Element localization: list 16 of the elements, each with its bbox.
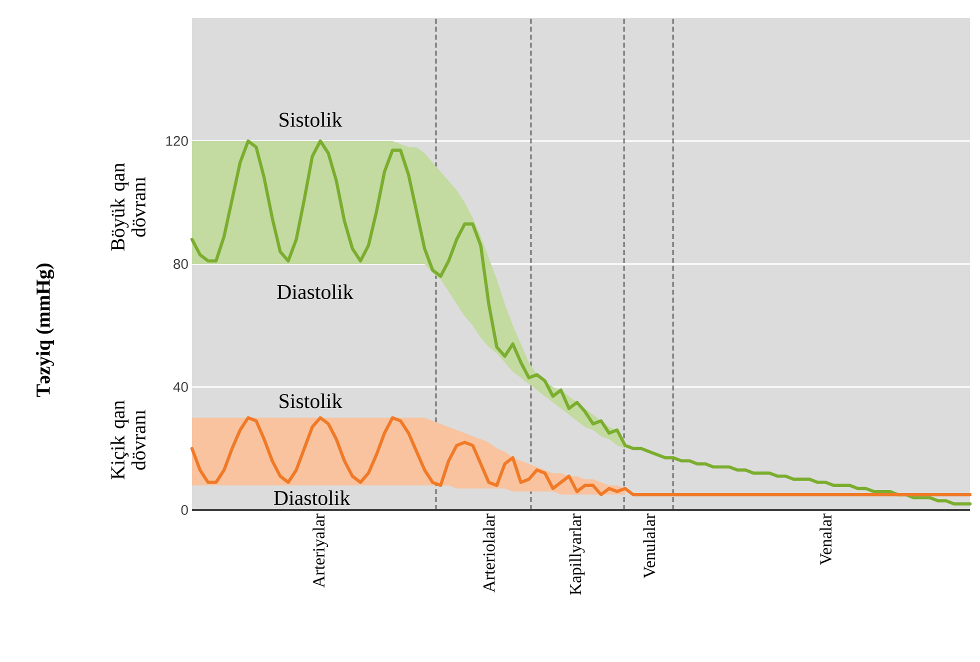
annotation: Diastolik — [274, 490, 350, 506]
x-tick-label: Venulalar — [643, 514, 656, 578]
text: Təzyiq (mmHg) — [36, 264, 54, 397]
x-tick-label: Kapillyarlar — [569, 514, 585, 595]
annotation: Sistolik — [280, 112, 342, 127]
text: Kiçik qan dövranı — [110, 400, 146, 480]
y-tick-label: 0 — [181, 505, 188, 515]
text: Böyük qan dövranı — [110, 163, 146, 251]
annotation: Diastolik — [277, 284, 354, 300]
y-tick-label: 120 — [166, 136, 188, 146]
y-tick-label: 80 — [174, 259, 188, 269]
x-tick-label: Venalar — [820, 514, 832, 566]
x-tick-label: Arteriyalar — [312, 514, 328, 588]
annotation: Sistolik — [280, 393, 342, 408]
y-tick-label: 40 — [173, 382, 188, 392]
x-tick-label: Arteriolalar — [482, 514, 495, 592]
